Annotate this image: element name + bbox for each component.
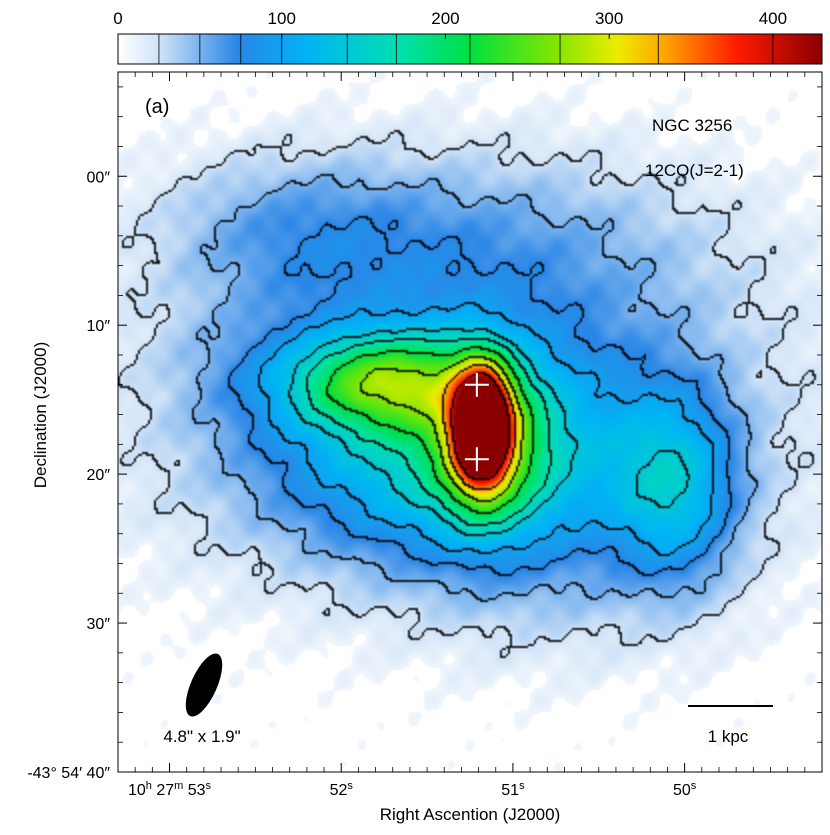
x-tick-label: 50s	[673, 780, 697, 799]
colorbar-tick-label: 0	[113, 9, 122, 28]
x-tick-unit: s	[206, 780, 212, 792]
x-tick-value: 10	[128, 782, 146, 799]
y-tick-label: 10″	[87, 318, 111, 335]
y-tick-label: -43° 54′ 40″	[27, 765, 110, 782]
x-tick-value: 50	[673, 782, 691, 799]
nucleus-marker	[464, 372, 489, 397]
y-tick-label: 30″	[87, 616, 111, 633]
plot-area: 10h 27m 53s 52s 51s 50s 00″10″20″30″-43° 54…	[27, 71, 823, 799]
x-tick-label: 52s	[330, 780, 354, 799]
scalebar-label: 1 kpc	[708, 727, 749, 746]
beam-ellipse	[185, 653, 223, 717]
colorbar-tick-label: 100	[268, 9, 296, 28]
scalebar: 1 kpc	[688, 705, 773, 746]
colorbar-frame	[117, 33, 823, 65]
y-axis-label: Declination (J2000)	[31, 342, 50, 488]
colorbar-tick-label: 400	[759, 9, 787, 28]
colorbar-tick-label: 300	[595, 9, 623, 28]
x-tick-unit: m	[174, 780, 183, 792]
x-tick-label: 51s	[501, 780, 525, 799]
x-tick-unit: s	[691, 780, 697, 792]
plot-frame	[117, 71, 823, 773]
colorbar-tick-label: 200	[431, 9, 459, 28]
x-tick-value: 27	[156, 782, 174, 799]
x-tick-unit: s	[347, 780, 353, 792]
x-tick-value: 51	[501, 782, 519, 799]
intensity-contours	[118, 72, 822, 772]
object-name: NGC 3256	[652, 116, 732, 135]
nucleus-marker	[464, 447, 489, 472]
y-tick-label: 20″	[87, 467, 111, 484]
y-tick-label: 00″	[87, 169, 111, 186]
beam: 4.8" x 1.9"	[163, 653, 241, 746]
colorbar: 0 100 200 300 400	[113, 9, 823, 65]
x-axis-label: Right Ascention (J2000)	[380, 805, 561, 824]
panel-label: (a)	[145, 96, 169, 118]
x-tick-unit: h	[146, 780, 152, 792]
x-tick-label: 10h 27m 53s	[128, 780, 212, 799]
x-tick-value: 52	[330, 782, 348, 799]
line-label: 12CO(J=2-1)	[645, 161, 744, 180]
beam-label: 4.8" x 1.9"	[163, 727, 240, 746]
x-tick-unit: s	[519, 780, 525, 792]
x-tick-value: 53	[188, 782, 206, 799]
